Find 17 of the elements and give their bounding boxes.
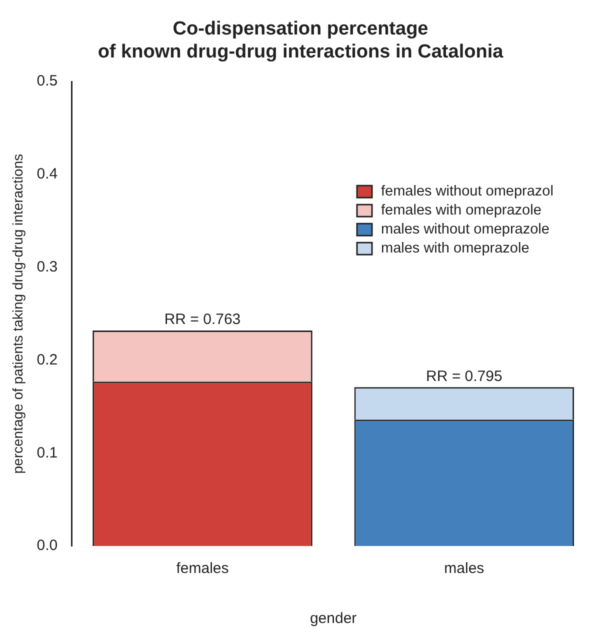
y-tick-label: 0.0: [36, 537, 58, 554]
legend-label: males without omeprazole: [381, 222, 550, 238]
y-axis-title: percentage of patients taking drug-drug interactions: [9, 154, 26, 474]
legend-label: females without omeprazol: [381, 184, 554, 200]
y-tick-label: 0.2: [36, 351, 58, 368]
x-tick-label: females: [176, 560, 229, 578]
annotation: RR = 0.763: [164, 311, 241, 328]
x-tick-label: males: [444, 560, 484, 578]
y-tick-label: 0.4: [36, 166, 58, 183]
legend-label: males with omeprazole: [381, 240, 530, 257]
y-tick-label: 0.1: [36, 444, 58, 462]
chart-title: Co-dispensation percentage of known drug-drug interactions in Catalonia: [98, 18, 504, 62]
legend-label: females with omeprazole: [381, 202, 542, 219]
y-tick-label: 0.5: [36, 72, 58, 90]
x-axis-title: gender: [310, 610, 357, 628]
y-tick-label: 0.3: [36, 258, 58, 276]
annotation: RR = 0.795: [426, 368, 502, 385]
